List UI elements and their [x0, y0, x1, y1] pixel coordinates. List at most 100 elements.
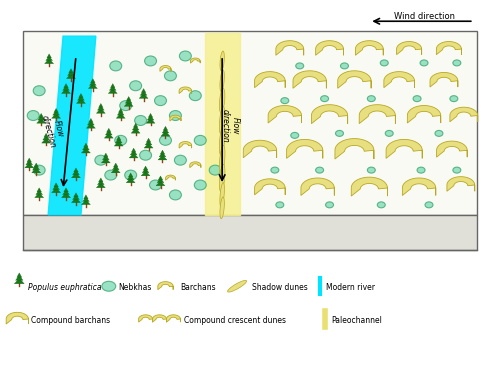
- Polygon shape: [96, 108, 106, 113]
- Polygon shape: [106, 128, 111, 132]
- Polygon shape: [166, 175, 175, 180]
- Ellipse shape: [120, 101, 132, 111]
- Polygon shape: [351, 177, 388, 196]
- Polygon shape: [141, 171, 150, 176]
- Polygon shape: [118, 108, 123, 112]
- Polygon shape: [16, 275, 23, 280]
- Polygon shape: [90, 79, 95, 83]
- Polygon shape: [38, 116, 44, 120]
- Polygon shape: [88, 83, 98, 88]
- Polygon shape: [6, 312, 28, 324]
- Ellipse shape: [228, 280, 246, 292]
- Polygon shape: [84, 143, 88, 147]
- Ellipse shape: [220, 164, 225, 192]
- Ellipse shape: [420, 60, 428, 66]
- Ellipse shape: [336, 131, 344, 137]
- Polygon shape: [112, 165, 119, 170]
- Polygon shape: [27, 158, 32, 162]
- Polygon shape: [69, 69, 73, 73]
- Polygon shape: [166, 315, 180, 322]
- Polygon shape: [128, 175, 134, 180]
- Polygon shape: [64, 188, 68, 192]
- Polygon shape: [25, 163, 34, 168]
- Polygon shape: [14, 278, 24, 284]
- Polygon shape: [82, 200, 90, 204]
- Polygon shape: [104, 153, 108, 157]
- Polygon shape: [39, 114, 44, 117]
- Text: Populus euphratica: Populus euphratica: [28, 283, 102, 292]
- Polygon shape: [293, 71, 326, 88]
- Ellipse shape: [110, 61, 122, 71]
- Polygon shape: [108, 89, 117, 93]
- Polygon shape: [356, 41, 384, 55]
- Polygon shape: [335, 139, 374, 159]
- Ellipse shape: [170, 111, 181, 121]
- Polygon shape: [78, 93, 83, 98]
- Ellipse shape: [209, 165, 221, 175]
- Polygon shape: [72, 195, 80, 200]
- Polygon shape: [254, 72, 285, 88]
- Polygon shape: [46, 56, 52, 60]
- Polygon shape: [110, 86, 116, 90]
- Polygon shape: [72, 173, 80, 178]
- Polygon shape: [110, 83, 115, 88]
- Ellipse shape: [105, 170, 117, 180]
- Polygon shape: [33, 165, 40, 170]
- Polygon shape: [243, 140, 276, 158]
- Polygon shape: [52, 185, 60, 190]
- Polygon shape: [43, 135, 50, 140]
- Polygon shape: [430, 72, 458, 87]
- Polygon shape: [82, 145, 89, 150]
- Polygon shape: [312, 105, 348, 124]
- Polygon shape: [114, 141, 123, 146]
- Ellipse shape: [385, 131, 393, 137]
- Ellipse shape: [33, 86, 45, 96]
- Polygon shape: [146, 138, 151, 142]
- Ellipse shape: [220, 145, 225, 175]
- Text: Shadow dunes: Shadow dunes: [252, 283, 308, 292]
- Polygon shape: [190, 162, 201, 168]
- Polygon shape: [44, 133, 48, 137]
- Polygon shape: [86, 123, 96, 128]
- Text: Paleochannel: Paleochannel: [332, 316, 382, 325]
- Text: Modern river: Modern river: [326, 283, 374, 292]
- Polygon shape: [134, 123, 138, 127]
- Polygon shape: [72, 198, 80, 203]
- Polygon shape: [384, 72, 414, 88]
- Ellipse shape: [33, 165, 45, 175]
- Ellipse shape: [453, 167, 461, 173]
- Polygon shape: [286, 139, 323, 158]
- Polygon shape: [66, 74, 76, 79]
- Polygon shape: [157, 178, 164, 183]
- Polygon shape: [190, 58, 200, 63]
- Ellipse shape: [140, 150, 151, 160]
- Text: Flow
direction: Flow direction: [220, 109, 240, 142]
- Polygon shape: [64, 83, 68, 88]
- Ellipse shape: [124, 170, 136, 180]
- Ellipse shape: [417, 167, 425, 173]
- Ellipse shape: [220, 197, 224, 219]
- Polygon shape: [24, 31, 476, 215]
- Polygon shape: [126, 178, 135, 183]
- Polygon shape: [158, 176, 162, 180]
- Ellipse shape: [150, 180, 162, 190]
- Polygon shape: [447, 177, 474, 191]
- Polygon shape: [116, 136, 121, 140]
- Polygon shape: [68, 71, 74, 75]
- Polygon shape: [316, 41, 344, 55]
- Polygon shape: [132, 148, 136, 152]
- Ellipse shape: [271, 167, 279, 173]
- Polygon shape: [36, 118, 46, 123]
- Ellipse shape: [194, 180, 206, 190]
- Polygon shape: [126, 96, 131, 101]
- Polygon shape: [17, 273, 22, 277]
- Polygon shape: [72, 170, 80, 175]
- Ellipse shape: [170, 190, 181, 200]
- Polygon shape: [62, 89, 70, 93]
- Polygon shape: [102, 155, 109, 160]
- Polygon shape: [88, 121, 94, 125]
- Polygon shape: [338, 71, 371, 88]
- Ellipse shape: [296, 63, 304, 69]
- Polygon shape: [47, 54, 52, 58]
- Ellipse shape: [450, 96, 458, 102]
